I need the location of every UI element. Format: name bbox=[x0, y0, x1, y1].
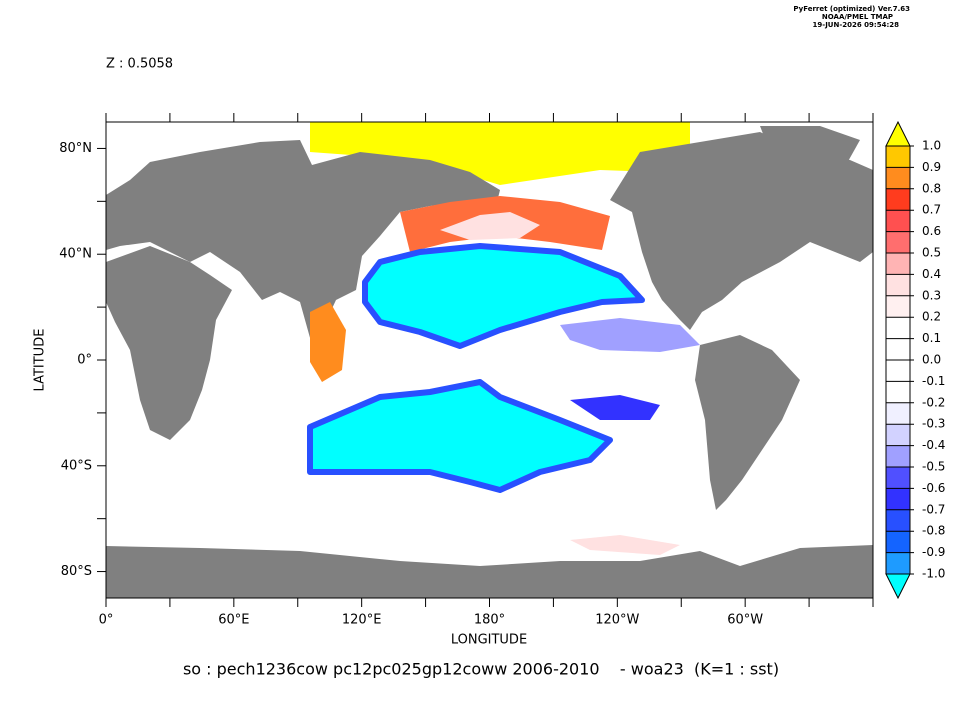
map bbox=[106, 122, 873, 598]
field-region bbox=[560, 318, 700, 352]
colorbar-label: -0.3 bbox=[922, 417, 945, 431]
field-region bbox=[310, 302, 346, 382]
colorbar-label: 0.2 bbox=[922, 310, 941, 324]
x-tick-label: 120°W bbox=[595, 613, 639, 628]
colorbar-label: -0.2 bbox=[922, 395, 945, 409]
colorbar-band bbox=[886, 146, 910, 168]
field-region bbox=[362, 243, 645, 349]
header-line: 19-JUN-2026 09:54:28 bbox=[813, 21, 900, 29]
colorbar-band bbox=[886, 424, 910, 446]
land bbox=[760, 126, 860, 190]
y-tick-label: 0° bbox=[77, 353, 92, 368]
field-region bbox=[307, 379, 613, 493]
axes: 0° 60°E 120°E 180° 120°W 60°W 80°N 40°N 0° 40°S 80… bbox=[59, 113, 874, 628]
colorbar-band bbox=[886, 167, 910, 189]
colorbar-label: -0.6 bbox=[922, 481, 945, 495]
land bbox=[695, 335, 800, 510]
colorbar-label: 0.1 bbox=[922, 331, 941, 345]
colorbar-band bbox=[886, 531, 910, 553]
colorbar-band bbox=[886, 210, 910, 232]
x-axis-label: LONGITUDE bbox=[451, 633, 527, 648]
colorbar-label: -0.1 bbox=[922, 374, 945, 388]
colorbar: -1.0 -0.9 -0.8 -0.7 -0.6 -0.5 -0.4 -0.3 -0.2 -0.1… bbox=[885, 120, 945, 600]
colorbar-band bbox=[886, 552, 910, 574]
colorbar-label: -0.7 bbox=[922, 502, 945, 516]
colorbar-label: 1.0 bbox=[922, 139, 941, 153]
header-line: NOAA/PMEL TMAP bbox=[822, 13, 893, 21]
colorbar-band bbox=[886, 295, 910, 318]
y-tick-label: 40°S bbox=[61, 458, 92, 473]
colorbar-label: 0.3 bbox=[922, 288, 941, 302]
field-region bbox=[570, 395, 660, 420]
colorbar-label: -0.9 bbox=[922, 545, 945, 559]
colorbar-label: 0.7 bbox=[922, 203, 941, 217]
subtitle: Z : 0.5058 bbox=[106, 57, 173, 72]
field-region bbox=[310, 122, 690, 212]
x-tick-label: 120°E bbox=[342, 613, 382, 628]
y-axis-label: LATITUDE bbox=[33, 329, 48, 392]
colorbar-band bbox=[886, 274, 910, 296]
colorbar-label: 0.9 bbox=[922, 160, 941, 174]
colorbar-band bbox=[886, 467, 910, 489]
colorbar-label: 0.6 bbox=[922, 224, 941, 238]
y-tick-label: 80°N bbox=[59, 141, 92, 156]
colorbar-band bbox=[886, 488, 910, 510]
colorbar-band bbox=[886, 317, 910, 339]
y-tick-label: 40°N bbox=[59, 247, 92, 262]
colorbar-over bbox=[885, 120, 911, 147]
x-tick-label: 60°E bbox=[218, 613, 249, 628]
colorbar-label: 0.5 bbox=[922, 246, 941, 260]
y-tick-label: 80°S bbox=[61, 564, 92, 579]
colorbar-band bbox=[886, 381, 910, 403]
colorbar-label: -0.5 bbox=[922, 460, 945, 474]
colorbar-label: -0.8 bbox=[922, 524, 945, 538]
colorbar-label: 0.0 bbox=[922, 353, 941, 367]
x-tick-label: 0° bbox=[99, 613, 114, 628]
colorbar-band bbox=[886, 509, 910, 532]
land bbox=[106, 140, 500, 345]
land bbox=[106, 545, 873, 598]
colorbar-label: -0.4 bbox=[922, 438, 945, 452]
colorbar-under bbox=[885, 573, 911, 600]
colorbar-label: -1.0 bbox=[922, 567, 945, 581]
land bbox=[106, 246, 232, 440]
colorbar-band bbox=[886, 253, 910, 275]
colorbar-band bbox=[886, 445, 910, 467]
colorbar-band bbox=[886, 188, 910, 211]
colorbar-band bbox=[886, 402, 910, 425]
header-line: PyFerret (optimized) Ver.7.63 bbox=[793, 5, 910, 13]
colorbar-band bbox=[886, 360, 910, 382]
field-region bbox=[440, 212, 540, 240]
colorbar-band bbox=[886, 231, 910, 253]
colorbar-band bbox=[886, 338, 910, 360]
x-tick-label: 180° bbox=[474, 613, 505, 628]
colorbar-label: 0.4 bbox=[922, 267, 941, 281]
x-tick-label: 60°W bbox=[727, 613, 763, 628]
field-region bbox=[570, 535, 680, 555]
plot-title: so : pech1236cow pc12pc025gp12coww 2006-… bbox=[183, 660, 779, 679]
colorbar-label: 0.8 bbox=[922, 181, 941, 195]
